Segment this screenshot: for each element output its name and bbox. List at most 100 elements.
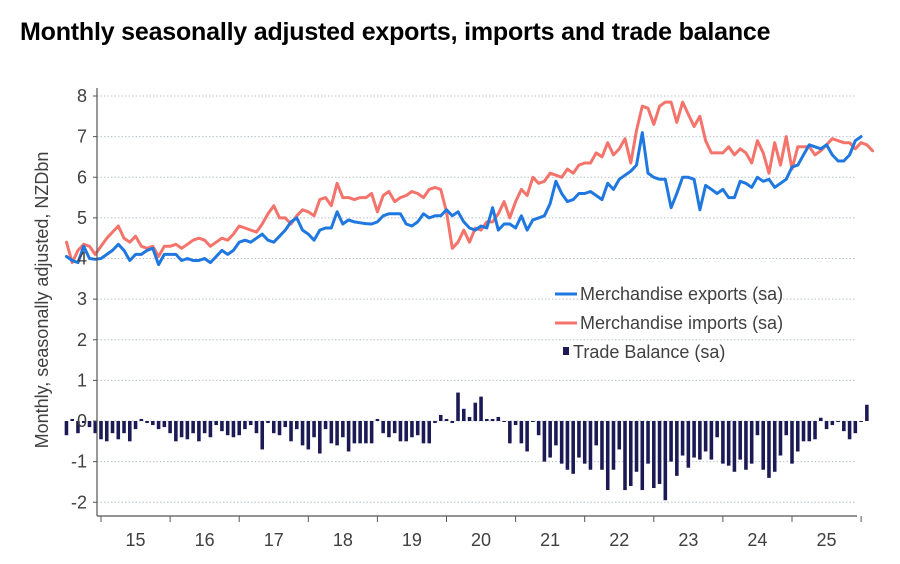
trade-balance-bar [531, 421, 535, 422]
x-tick-label: 15 [126, 530, 146, 550]
trade-balance-bar [392, 421, 397, 434]
trade-balance-bar [749, 421, 754, 464]
trade-balance-bar [721, 421, 725, 464]
trade-balance-bar [294, 421, 299, 430]
trade-balance-bar [220, 421, 224, 432]
trade-balance-bar [726, 421, 731, 466]
trade-balance-bar [421, 421, 426, 444]
trade-balance-bar [715, 421, 719, 438]
y-tick-label: 4 [77, 249, 87, 269]
y-tick-label: 0 [77, 411, 87, 431]
trade-balance-bar [836, 421, 840, 422]
trade-balance-bar [508, 421, 512, 444]
x-tick-label: 24 [747, 530, 767, 550]
trade-balance-bar [179, 421, 184, 438]
trade-balance-bar [329, 421, 334, 444]
trade-balance-bar [254, 421, 259, 434]
trade-balance-bar [271, 421, 276, 434]
trade-balance-bar [415, 421, 420, 436]
trade-balance-bar [456, 392, 460, 421]
y-tick-label: 8 [77, 86, 87, 106]
trade-balance-bar [237, 421, 241, 436]
legend-label-imports: Merchandise imports (sa) [580, 313, 783, 333]
y-tick-label: -2 [71, 492, 87, 512]
trade-balance-bar [323, 421, 328, 430]
trade-balance-bar [444, 418, 449, 421]
legend: Merchandise exports (sa) Merchandise imp… [555, 284, 783, 362]
trade-balance-bar [565, 421, 570, 470]
trade-balance-bar [703, 421, 708, 452]
trade-balance-bar [467, 416, 472, 421]
y-tick-label: 3 [77, 289, 87, 309]
x-tick-label: 17 [264, 530, 284, 550]
trade-balance-bar [461, 408, 466, 421]
legend-label-exports: Merchandise exports (sa) [580, 284, 783, 304]
trade-balance-bar [352, 421, 357, 444]
trade-balance-bar [473, 402, 478, 421]
y-tick-label: 2 [77, 330, 87, 350]
trade-balance-bar [628, 421, 633, 486]
trade-balance-bar [93, 421, 98, 434]
trade-balance-bar [669, 421, 673, 462]
trade-balance-bar [70, 418, 74, 421]
trade-balance-bar [813, 421, 817, 440]
x-tick-label: 19 [402, 530, 422, 550]
trade-balance-bar [358, 421, 362, 444]
trade-balance-bar [168, 421, 172, 434]
trade-balance-bar [519, 421, 524, 444]
trade-balance-bar [99, 421, 103, 440]
trade-balance-bar [790, 421, 794, 464]
trade-balance-bar [312, 421, 316, 438]
trade-balance-bar [755, 421, 760, 436]
trade-balance-bar [208, 421, 213, 438]
y-tick-label: -1 [71, 452, 87, 472]
trade-balance-bar [617, 421, 622, 450]
legend-swatch-trade-balance [563, 347, 569, 355]
trade-balance-bar [81, 421, 86, 424]
trade-balance-bar [191, 421, 195, 434]
x-tick-label: 18 [333, 530, 353, 550]
trade-balance-bar [410, 421, 414, 438]
y-tick-label: 5 [77, 208, 87, 228]
trade-balance-bar [104, 421, 109, 442]
x-tick-labels: 15 16 17 18 19 20 21 22 23 24 25 [100, 516, 862, 550]
trade-balance-bar [795, 421, 800, 452]
trade-balance-bar [663, 421, 668, 501]
trade-balance-bar [571, 421, 575, 474]
trade-balance-bar [277, 421, 282, 436]
trade-balance-bar [318, 421, 322, 454]
exports-line [65, 131, 863, 267]
trade-balance-bar [801, 421, 806, 442]
trade-balance-bar [772, 421, 777, 472]
trade-balance-bar [162, 421, 167, 428]
y-tick-labels: -2 -1 0 1 2 3 4 5 6 7 8 [71, 86, 97, 512]
trade-balance-bar [559, 421, 564, 464]
trade-balance-bars [64, 392, 869, 501]
trade-balance-bar [248, 421, 253, 426]
trade-balance-bar [346, 421, 351, 452]
trade-balance-bar [605, 421, 610, 491]
trade-balance-bar [819, 417, 823, 421]
trade-balance-bar [548, 421, 552, 458]
trade-balance-bar [496, 416, 501, 421]
trade-balance-bar [536, 421, 541, 436]
trade-balance-bar [427, 421, 432, 444]
trade-balance-bar [387, 421, 391, 438]
trade-balance-bar [490, 418, 495, 421]
x-tick-label: 23 [678, 530, 698, 550]
x-tick-label: 25 [817, 530, 837, 550]
trade-balance-bar [64, 421, 69, 436]
trade-balance-bar [260, 421, 265, 450]
trade-balance-bar [525, 421, 529, 452]
chart-title: Monthly seasonally adjusted exports, imp… [20, 18, 771, 46]
trade-balance-bar [185, 421, 190, 440]
trade-balance-bar [824, 421, 829, 430]
trade-balance-bar [634, 421, 639, 472]
trade-balance-bar [145, 421, 149, 424]
imports-line [65, 100, 875, 265]
trade-balance-bar [582, 421, 587, 464]
trade-balance-bar [692, 421, 696, 458]
x-tick-label: 22 [609, 530, 629, 550]
trade-balance-bar [652, 421, 656, 489]
